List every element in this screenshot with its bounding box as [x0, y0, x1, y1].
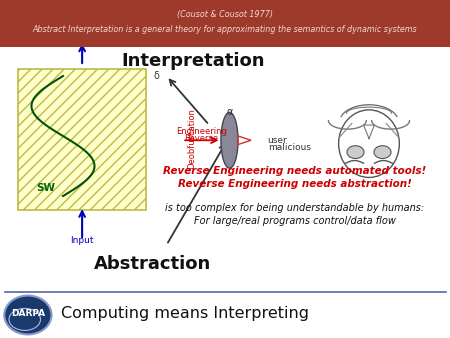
- Text: Abstract Interpretation is a general theory for approximating the semantics of d: Abstract Interpretation is a general the…: [33, 25, 417, 34]
- Ellipse shape: [347, 146, 364, 159]
- Bar: [0, 0, 450, 47]
- Ellipse shape: [221, 112, 238, 168]
- Text: Engineering: Engineering: [176, 127, 227, 136]
- Text: DARPA: DARPA: [11, 309, 45, 318]
- Ellipse shape: [374, 146, 391, 159]
- Text: For large/real programs control/data flow: For large/real programs control/data flo…: [194, 216, 396, 226]
- Text: Reverse Engineering needs abstraction!: Reverse Engineering needs abstraction!: [178, 179, 412, 189]
- Text: δ: δ: [153, 71, 159, 81]
- Ellipse shape: [4, 295, 51, 335]
- Text: is too complex for being understandable by humans:: is too complex for being understandable …: [165, 203, 424, 213]
- Bar: [18, 69, 146, 210]
- Text: (Cousot & Cousot 1977): (Cousot & Cousot 1977): [177, 10, 273, 19]
- Text: malicious: malicious: [268, 143, 311, 151]
- Text: Abstraction: Abstraction: [94, 255, 212, 273]
- Text: Reverse Engineering needs automated tools!: Reverse Engineering needs automated tool…: [163, 166, 427, 176]
- Text: SW: SW: [36, 183, 55, 193]
- Ellipse shape: [338, 110, 400, 177]
- Text: Input: Input: [70, 236, 94, 245]
- Text: Computing means Interpreting: Computing means Interpreting: [61, 306, 309, 321]
- Text: Deobfuscation: Deobfuscation: [187, 108, 196, 169]
- Text: Interpretation: Interpretation: [122, 52, 265, 70]
- Text: α: α: [226, 107, 233, 117]
- Text: user: user: [268, 136, 288, 145]
- Text: Reverse: Reverse: [184, 134, 219, 143]
- Text: Output: Output: [67, 37, 98, 46]
